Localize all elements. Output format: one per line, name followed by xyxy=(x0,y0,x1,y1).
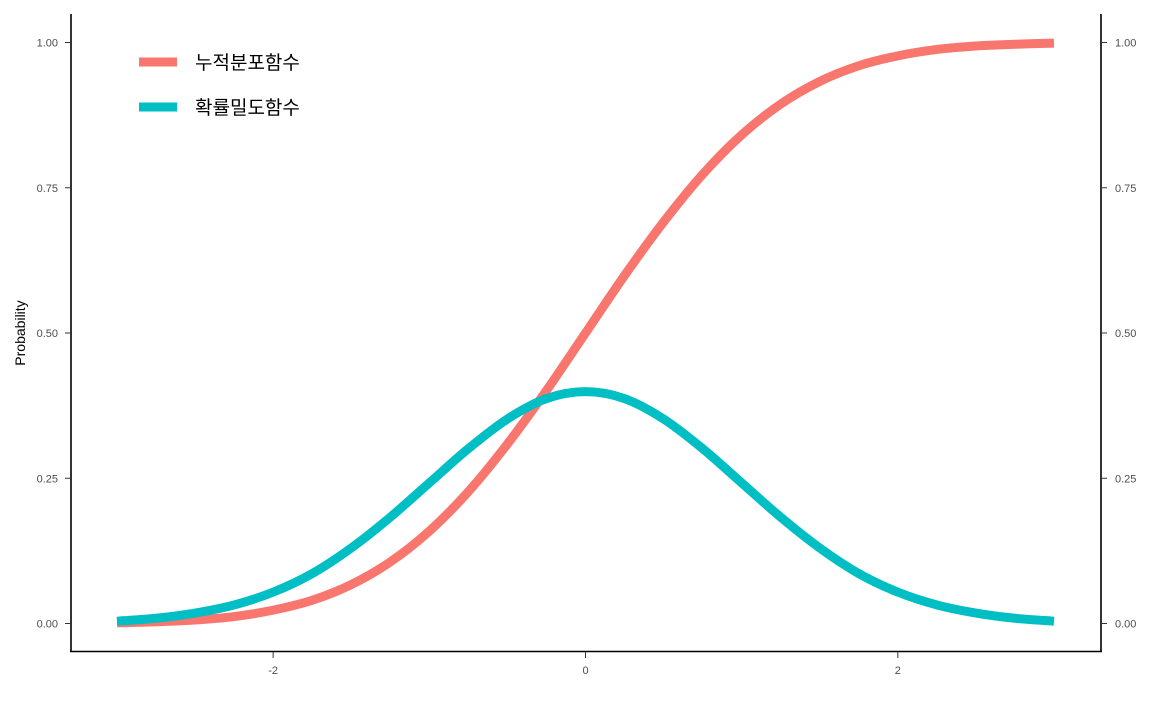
legend-label-pdf: 확률밀도함수 xyxy=(195,97,300,119)
left-y-tick-label: 0.75 xyxy=(37,183,58,195)
x-axis-ticks: -2 0 2 xyxy=(268,652,901,677)
legend-label-cdf: 누적분포함수 xyxy=(195,52,300,74)
right-y-tick-label: 0.00 xyxy=(1115,619,1136,631)
pdf-series-line xyxy=(116,387,1055,626)
y-axis-title: Probability xyxy=(12,300,28,365)
right-y-axis-ticks: 0.00 0.25 0.50 0.75 1.00 xyxy=(1101,38,1136,631)
left-y-axis-ticks: 0.00 0.25 0.50 0.75 1.00 xyxy=(37,38,71,631)
left-y-tick-label: 0.25 xyxy=(37,473,58,485)
right-y-tick-label: 0.50 xyxy=(1115,328,1136,340)
x-tick-label: -2 xyxy=(268,665,278,677)
legend: 누적분포함수 확률밀도함수 xyxy=(139,52,300,119)
right-y-tick-label: 1.00 xyxy=(1115,38,1136,50)
left-y-tick-label: 0.50 xyxy=(37,328,58,340)
left-y-tick-label: 0.00 xyxy=(37,619,58,631)
series-layer xyxy=(116,38,1055,628)
right-y-tick-label: 0.25 xyxy=(1115,473,1136,485)
cdf-series-line xyxy=(116,38,1055,628)
left-y-tick-label: 1.00 xyxy=(37,38,58,50)
x-tick-label: 0 xyxy=(582,665,588,677)
right-y-tick-label: 0.75 xyxy=(1115,183,1136,195)
x-tick-label: 2 xyxy=(895,665,901,677)
